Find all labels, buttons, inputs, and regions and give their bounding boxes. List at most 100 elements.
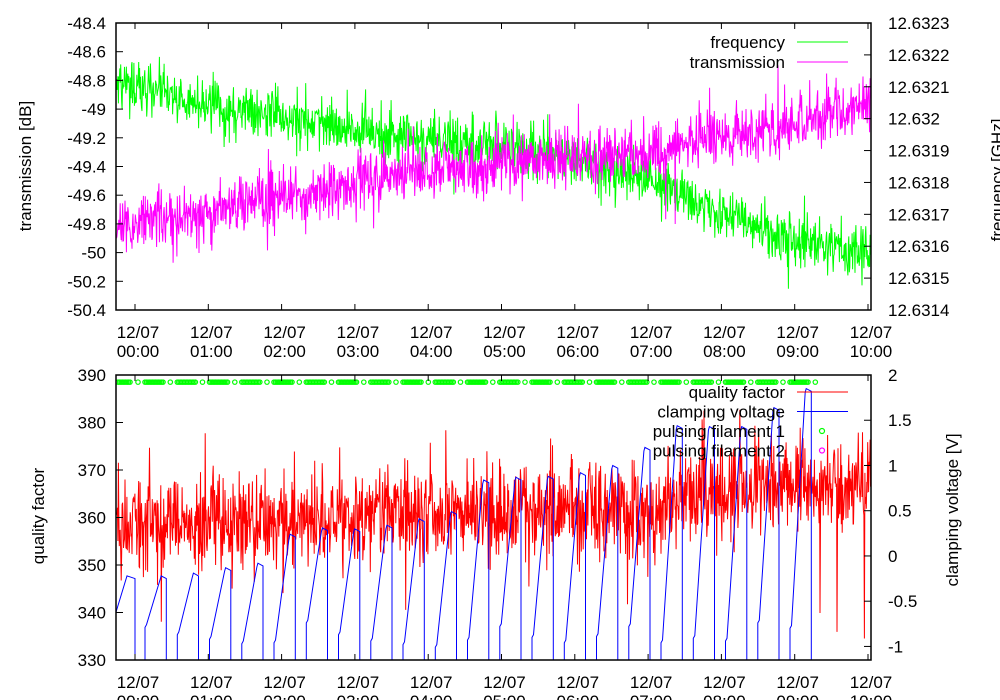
data-point xyxy=(360,379,367,385)
x-tick-label-time: 04:00 xyxy=(410,692,453,700)
x-tick-label-date: 12/07 xyxy=(190,673,233,692)
y2-tick-label: 12.6315 xyxy=(888,269,949,288)
x-tick-label-time: 02:00 xyxy=(263,342,306,361)
x-tick-label-time: 04:00 xyxy=(410,342,453,361)
top-chart: 12/0700:0012/0701:0012/0702:0012/0703:00… xyxy=(16,14,1000,361)
y-tick-label: 380 xyxy=(78,414,106,433)
data-point xyxy=(457,379,464,385)
y-tick-label: 370 xyxy=(78,461,106,480)
data-point xyxy=(747,379,754,385)
legend-label: pulsing filament 1 xyxy=(653,422,785,441)
y-tick-label: 390 xyxy=(78,366,106,385)
x-tick-label-date: 12/07 xyxy=(410,323,453,342)
plot-frame xyxy=(115,22,872,311)
data-point xyxy=(264,379,270,385)
x-tick-label-date: 12/07 xyxy=(850,673,893,692)
y2-tick-label: 12.6321 xyxy=(888,78,949,97)
x-tick-label-time: 02:00 xyxy=(263,692,306,700)
data-point xyxy=(127,379,133,385)
x-tick-label-date: 12/07 xyxy=(117,673,160,692)
x-tick-label-time: 03:00 xyxy=(337,692,380,700)
x-tick-label-time: 06:00 xyxy=(557,342,600,361)
data-point xyxy=(385,379,392,385)
x-tick-label-date: 12/07 xyxy=(776,673,819,692)
y-axis-label: transmission [dB] xyxy=(16,101,35,231)
y-axis-label: quality factor xyxy=(29,467,48,564)
x-tick-label-time: 10:00 xyxy=(850,342,893,361)
data-point xyxy=(393,379,399,385)
data-point xyxy=(135,379,141,385)
x-tick-label-time: 08:00 xyxy=(703,692,746,700)
legend-label: quality factor xyxy=(689,383,786,402)
data-point xyxy=(199,379,206,385)
data-point xyxy=(418,379,424,385)
data-point xyxy=(772,379,779,385)
x-tick-label-date: 12/07 xyxy=(337,323,380,342)
x-tick-label-date: 12/07 xyxy=(117,323,160,342)
legend-swatch xyxy=(818,447,826,454)
x-tick-label-date: 12/07 xyxy=(410,673,453,692)
y-tick-label: 340 xyxy=(78,604,106,623)
data-point xyxy=(160,379,166,385)
data-point xyxy=(167,379,174,385)
y-tick-label: -50.2 xyxy=(67,272,106,291)
x-tick-label-time: 10:00 xyxy=(850,692,893,700)
y2-tick-label: 12.632 xyxy=(888,110,940,129)
data-point xyxy=(328,379,335,385)
series-line-clamping-voltage xyxy=(116,387,812,660)
x-tick-label-time: 00:00 xyxy=(117,342,160,361)
x-tick-label-date: 12/07 xyxy=(263,323,306,342)
y-tick-label: -50 xyxy=(81,244,106,263)
data-point xyxy=(547,379,553,385)
data-point xyxy=(683,379,690,385)
y2-tick-label: 12.6317 xyxy=(888,205,949,224)
y2-tick-label: 12.6316 xyxy=(888,237,949,256)
data-point xyxy=(489,379,496,385)
data-point xyxy=(192,379,199,385)
y-tick-label: 350 xyxy=(78,556,106,575)
y-tick-label: -50.4 xyxy=(67,301,106,320)
y-tick-label: 330 xyxy=(78,651,106,670)
data-point xyxy=(353,379,360,385)
y-tick-label: -49.8 xyxy=(67,215,106,234)
y2-axis-label: frequency [GHz] xyxy=(988,119,1000,242)
y-tick-label: -48.8 xyxy=(67,71,106,90)
data-point xyxy=(715,379,722,385)
data-point xyxy=(740,379,747,385)
series-line-transmission xyxy=(116,65,871,263)
y-tick-label: -49.4 xyxy=(67,158,106,177)
y2-tick-label: 12.6318 xyxy=(888,173,949,192)
data-point xyxy=(611,379,618,385)
data-point xyxy=(579,379,586,385)
y-tick-label: -48.6 xyxy=(67,43,106,62)
series-points-pulsing-filament-1 xyxy=(116,379,819,385)
y-tick-label: -49.2 xyxy=(67,129,106,148)
x-tick-label-date: 12/07 xyxy=(630,323,673,342)
x-tick-label-time: 05:00 xyxy=(483,692,526,700)
x-tick-label-date: 12/07 xyxy=(557,323,600,342)
bottom-chart: 12/0700:0012/0701:0012/0702:0012/0703:00… xyxy=(29,366,962,700)
data-point xyxy=(256,379,263,385)
y2-tick-label: -0.5 xyxy=(888,592,917,611)
data-point xyxy=(482,379,489,385)
x-tick-label-time: 07:00 xyxy=(630,342,673,361)
y2-tick-label: 12.6314 xyxy=(888,301,949,320)
data-point xyxy=(522,379,528,385)
x-tick-label-date: 12/07 xyxy=(483,323,526,342)
x-tick-label-date: 12/07 xyxy=(483,673,526,692)
x-tick-label-date: 12/07 xyxy=(557,673,600,692)
legend-label: pulsing filament 2 xyxy=(653,442,785,461)
data-point xyxy=(812,379,819,385)
data-point xyxy=(554,379,561,385)
x-tick-label-date: 12/07 xyxy=(850,323,893,342)
x-tick-label-time: 09:00 xyxy=(776,692,819,700)
x-tick-label-time: 06:00 xyxy=(557,692,600,700)
plot-frame xyxy=(115,374,872,661)
data-point xyxy=(296,379,303,385)
data-point xyxy=(805,379,811,385)
y2-tick-label: -1 xyxy=(888,637,903,656)
y2-tick-label: 12.6322 xyxy=(888,46,949,65)
data-point xyxy=(618,379,625,385)
